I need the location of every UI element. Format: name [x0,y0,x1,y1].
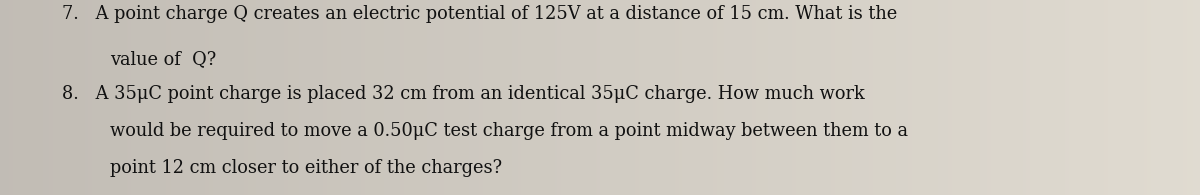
Text: 7.   A point charge Q creates an electric potential of 125V at a distance of 15 : 7. A point charge Q creates an electric … [62,5,898,23]
Text: would be required to move a 0.50μC test charge from a point midway between them : would be required to move a 0.50μC test … [110,122,908,140]
Text: value of  Q?: value of Q? [110,50,217,68]
Text: 8.   A 35μC point charge is placed 32 cm from an identical 35μC charge. How much: 8. A 35μC point charge is placed 32 cm f… [62,85,865,103]
Text: point 12 cm closer to either of the charges?: point 12 cm closer to either of the char… [110,160,503,177]
